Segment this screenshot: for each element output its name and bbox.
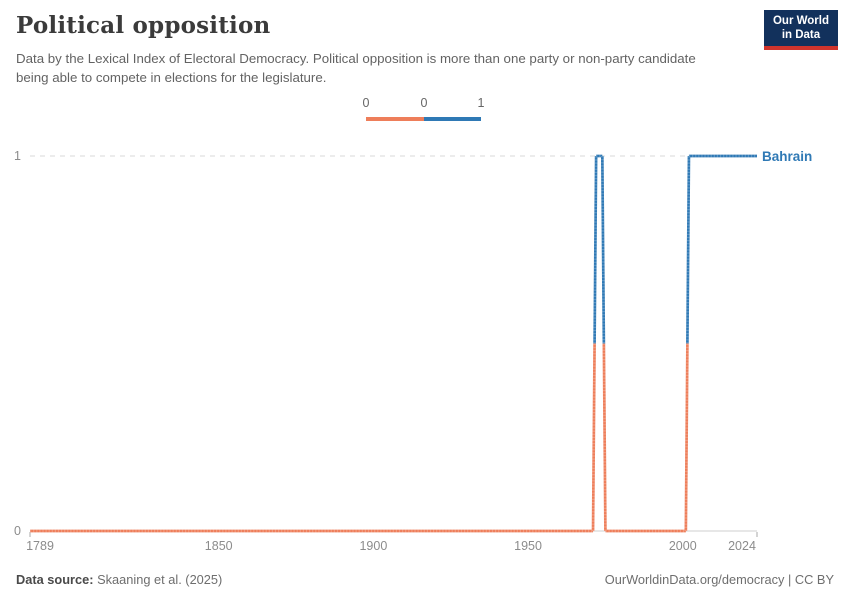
legend-label-0-mid: 0 xyxy=(420,96,428,110)
series-marker-dots xyxy=(684,343,689,532)
series-layer[interactable] xyxy=(30,154,757,533)
color-legend[interactable]: 0 0 1 xyxy=(362,96,484,122)
series-line-segment[interactable] xyxy=(686,155,691,344)
x-tick-label: 1900 xyxy=(359,539,387,553)
legend-label-1-right: 1 xyxy=(477,96,485,110)
data-source-label: Data source: xyxy=(16,572,94,587)
axes-layer: 1789 1850 1900 1950 2000 2024 0 1 xyxy=(14,149,758,553)
y-tick-label: 0 xyxy=(14,524,21,538)
x-tick-label: 1850 xyxy=(205,539,233,553)
series-marker-dots xyxy=(593,155,598,344)
series-marker-dots xyxy=(600,155,606,344)
series-line-segment[interactable] xyxy=(591,343,596,532)
x-tick-label: 1950 xyxy=(514,539,542,553)
owid-logo-line2: in Data xyxy=(781,28,821,41)
line-chart-plot[interactable]: 1789 1850 1900 1950 2000 2024 0 1 Bahrain xyxy=(0,130,850,570)
legend-color-bar[interactable] xyxy=(366,117,481,121)
x-tick-label: 1789 xyxy=(26,539,54,553)
gridlines-layer xyxy=(30,155,757,532)
chart-footer: Data source: Skaaning et al. (2025) OurW… xyxy=(16,572,834,587)
legend-label-0-left: 0 xyxy=(362,96,370,110)
series-line-segment[interactable] xyxy=(593,155,598,344)
legend-bin-value-1[interactable] xyxy=(424,117,481,121)
owid-logo[interactable]: Our World in Data xyxy=(763,10,838,50)
data-source-note: Data source: Skaaning et al. (2025) xyxy=(16,572,222,587)
series-line-segment[interactable] xyxy=(600,155,606,344)
series-label-bahrain[interactable]: Bahrain xyxy=(762,149,812,164)
series-marker-dots xyxy=(602,343,607,532)
y-tick-label: 1 xyxy=(14,149,21,163)
series-line-segment[interactable] xyxy=(602,343,607,532)
owid-logo-line1: Our World xyxy=(772,15,829,27)
chart-header: Political opposition Data by the Lexical… xyxy=(16,12,736,88)
data-source-text: Skaaning et al. (2025) xyxy=(93,572,223,587)
x-tick-label: 2024 xyxy=(728,539,756,553)
x-tick-label: 2000 xyxy=(669,539,697,553)
page-title: Political opposition xyxy=(16,12,271,39)
legend-bin-value-0[interactable] xyxy=(366,117,424,121)
chart-subtitle: Data by the Lexical Index of Electoral D… xyxy=(16,51,696,86)
series-line-segment[interactable] xyxy=(684,343,689,532)
credit-note[interactable]: OurWorldinData.org/democracy | CC BY xyxy=(604,572,834,587)
series-marker-dots xyxy=(591,343,596,532)
series-marker-dots xyxy=(686,155,691,344)
